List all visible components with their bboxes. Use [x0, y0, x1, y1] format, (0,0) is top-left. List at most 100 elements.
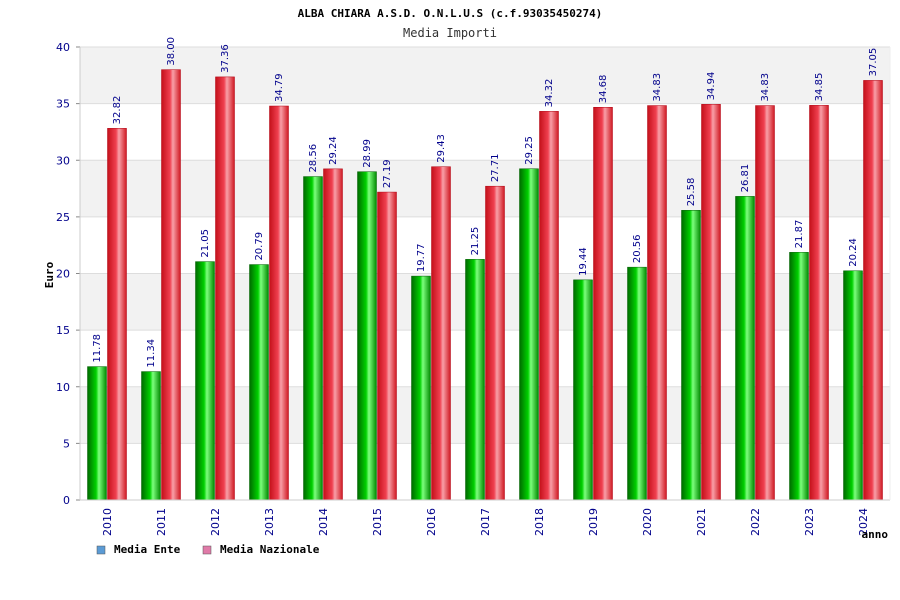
y-tick-label: 20 — [56, 268, 70, 281]
bar — [755, 105, 775, 501]
bar — [303, 176, 323, 501]
data-label: 11.34 — [146, 339, 157, 368]
x-tick-label: 2023 — [803, 508, 816, 536]
gridlines — [80, 46, 890, 501]
bar — [701, 104, 721, 501]
data-label: 26.81 — [740, 164, 751, 193]
data-label: 29.43 — [436, 134, 447, 163]
data-label: 27.71 — [490, 154, 501, 183]
data-label: 25.58 — [686, 178, 697, 207]
data-label: 37.05 — [868, 48, 879, 77]
data-label: 38.00 — [166, 37, 177, 66]
bar — [485, 185, 505, 501]
grid-band — [80, 273, 890, 331]
bar — [465, 259, 485, 501]
bar — [431, 166, 451, 501]
bar — [357, 171, 377, 501]
data-label: 21.87 — [794, 220, 805, 249]
y-axis-label: Euro — [43, 261, 56, 288]
x-tick-label: 2019 — [587, 508, 600, 536]
y-tick-label: 10 — [56, 381, 70, 394]
y-tick-label: 40 — [56, 41, 70, 54]
x-tick-label: 2018 — [533, 508, 546, 536]
bar — [809, 105, 829, 501]
y-tick-label: 0 — [63, 494, 70, 507]
legend-swatch — [202, 545, 212, 555]
x-tick-label: 2010 — [101, 508, 114, 536]
data-label: 27.19 — [382, 159, 393, 188]
legend: Media Ente Media Nazionale — [96, 543, 320, 556]
data-label: 34.32 — [544, 79, 555, 108]
bar — [573, 279, 593, 501]
x-tick-label: 2014 — [317, 508, 330, 536]
x-axis-label: anno — [862, 528, 889, 541]
bar — [519, 168, 539, 501]
data-label: 19.77 — [416, 243, 427, 272]
data-label: 32.82 — [112, 96, 123, 125]
bar — [789, 252, 809, 501]
bar — [539, 111, 559, 501]
x-tick-label: 2024 — [857, 508, 870, 536]
axes — [79, 47, 891, 501]
x-tick-label: 2017 — [479, 508, 492, 536]
y-tick-label: 15 — [56, 324, 70, 337]
bar — [593, 106, 613, 501]
y-axis-ticks: 0 5 10 15 20 25 30 35 40 — [56, 41, 80, 507]
data-label: 19.44 — [578, 247, 589, 276]
grid-band — [80, 160, 890, 217]
data-label: 37.36 — [220, 44, 231, 73]
bar — [843, 270, 863, 501]
grid-band — [80, 47, 890, 104]
x-tick-label: 2011 — [155, 508, 168, 536]
data-label: 21.05 — [200, 229, 211, 258]
chart-subtitle: Media Importi — [403, 26, 497, 40]
x-tick-label: 2021 — [695, 508, 708, 536]
data-label: 34.68 — [598, 75, 609, 104]
bar — [627, 266, 647, 501]
x-tick-label: 2012 — [209, 508, 222, 536]
data-label: 34.85 — [814, 73, 825, 102]
data-label: 34.94 — [706, 72, 717, 101]
x-tick-label: 2020 — [641, 508, 654, 536]
data-label: 34.79 — [274, 73, 285, 102]
bar — [681, 210, 701, 501]
y-tick-label: 5 — [63, 437, 70, 450]
bar — [161, 69, 181, 501]
data-label: 34.83 — [652, 73, 663, 102]
x-tick-label: 2022 — [749, 508, 762, 536]
bar — [107, 128, 127, 501]
bar — [215, 76, 235, 501]
data-label: 29.25 — [524, 136, 535, 165]
bar — [269, 105, 289, 501]
grid-band — [80, 386, 890, 444]
x-tick-label: 2016 — [425, 508, 438, 536]
bars — [87, 69, 883, 501]
bar — [411, 275, 431, 501]
data-label: 11.78 — [92, 334, 103, 363]
bar — [323, 168, 343, 501]
data-label: 28.99 — [362, 139, 373, 168]
data-label: 20.24 — [848, 238, 859, 267]
data-label: 29.24 — [328, 136, 339, 165]
data-labels: 11.78 32.82 11.34 38.00 21.05 37.36 20.79 34.79… — [92, 37, 879, 368]
bar — [141, 371, 161, 501]
data-label: 28.56 — [308, 144, 319, 173]
bar — [249, 264, 269, 501]
y-tick-label: 35 — [56, 98, 70, 111]
legend-label: Media Ente — [114, 543, 181, 556]
y-tick-label: 25 — [56, 211, 70, 224]
legend-swatch — [96, 545, 106, 555]
y-tick-label: 30 — [56, 154, 70, 167]
x-tick-label: 2013 — [263, 508, 276, 536]
data-label: 34.83 — [760, 73, 771, 102]
data-label: 20.79 — [254, 232, 265, 261]
bar — [735, 196, 755, 501]
bar — [377, 191, 397, 501]
x-axis-ticks: 2010 2011 2012 2013 2014 2015 2016 2017 2018 2019… — [101, 508, 870, 536]
data-label: 20.56 — [632, 235, 643, 264]
bar — [87, 366, 107, 501]
bar — [863, 80, 883, 501]
chart-title: ALBA CHIARA A.S.D. O.N.L.U.S (c.f.930354… — [298, 7, 603, 20]
x-tick-label: 2015 — [371, 508, 384, 536]
